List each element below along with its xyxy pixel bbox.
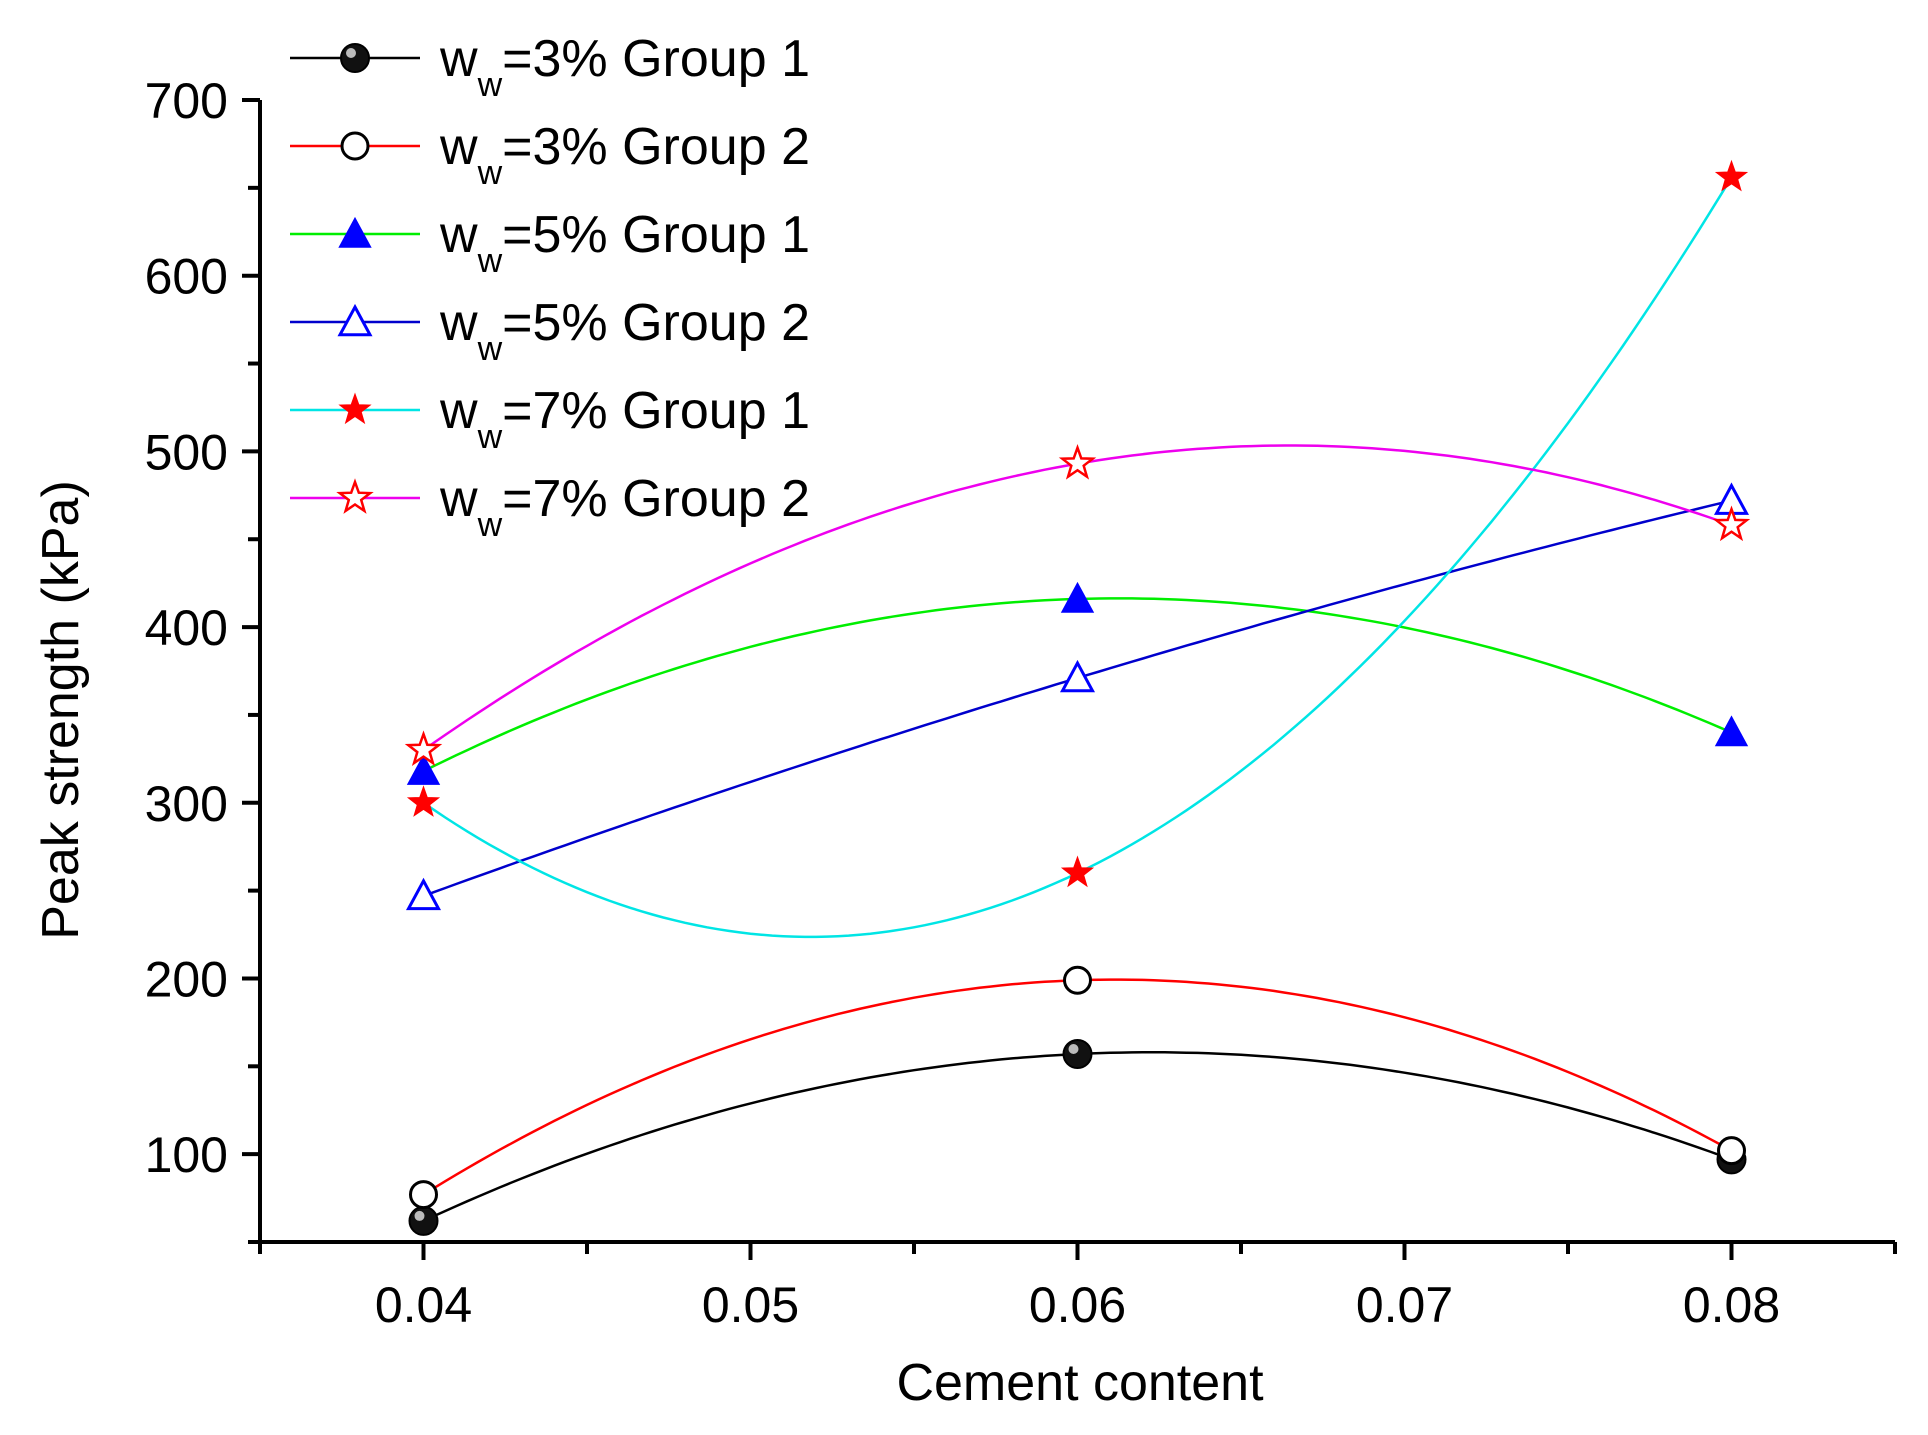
series-3-point [406,754,441,785]
legend: ww=3% Group 1 ww=3% Group 2 ww=5% Group 1 w… [290,30,810,544]
x-tick-label: 0.07 [1356,1277,1453,1333]
legend-marker-1-highlight [346,48,356,58]
legend-marker-2 [340,131,370,161]
series-5-point [406,785,441,817]
series-6-point [404,730,443,766]
series-2-point [1063,965,1092,995]
legend-label-1: ww=3% Group 1 [439,30,810,104]
series-1-point-highlight [414,1210,425,1221]
series-line-4 [423,499,1732,898]
legend-marker-6 [336,478,374,514]
series-3-point [1060,581,1095,613]
legend-marker-5 [338,392,372,425]
x-tick-label: 0.08 [1683,1277,1780,1333]
series-line-1 [422,1051,1732,1223]
y-tick-label: 400 [145,600,228,656]
series-line-2 [422,978,1733,1196]
series-4-point [405,877,442,911]
series-3-point [1714,715,1749,747]
series-2-point [409,1180,438,1210]
legend-label-5: ww=7% Group 1 [439,382,810,456]
legend-label-6: ww=7% Group 2 [439,470,810,544]
series-1-point [408,1205,439,1236]
x-axis-title: Cement content [896,1354,1264,1412]
x-tick-label: 0.06 [1029,1277,1126,1333]
y-tick-label: 200 [145,951,228,1007]
legend-label-2: ww=3% Group 2 [439,118,810,192]
series-6-point [1058,443,1097,480]
y-axis-title: Peak strength (kPa) [32,480,90,940]
y-tick-label: 700 [145,73,228,129]
series-5-point [1060,855,1095,888]
y-tick-label: 500 [145,424,228,480]
x-tick-label: 0.04 [375,1277,472,1333]
axes: 0.04 0.05 0.06 0.07 0.08 100 200 300 400 500 600 70… [145,73,1897,1333]
series-6-point [1712,505,1751,542]
y-tick-label: 600 [145,249,228,305]
series-1-point [1062,1039,1093,1070]
x-tick-label: 0.05 [702,1277,799,1333]
y-tick-label: 300 [145,776,228,832]
legend-marker-3 [338,216,372,248]
series-5-point [1714,159,1749,192]
series-line-5 [422,176,1733,939]
y-tick-label: 100 [145,1127,228,1183]
series-2-point [1717,1136,1746,1166]
legend-marker-1 [340,43,370,73]
legend-label-3: ww=5% Group 1 [439,206,810,280]
series-4-point [1059,659,1096,693]
legend-label-4: ww=5% Group 2 [439,294,810,368]
series-markers [404,159,1751,1236]
legend-marker-4 [337,303,373,337]
series-1-point-highlight [1068,1044,1079,1055]
